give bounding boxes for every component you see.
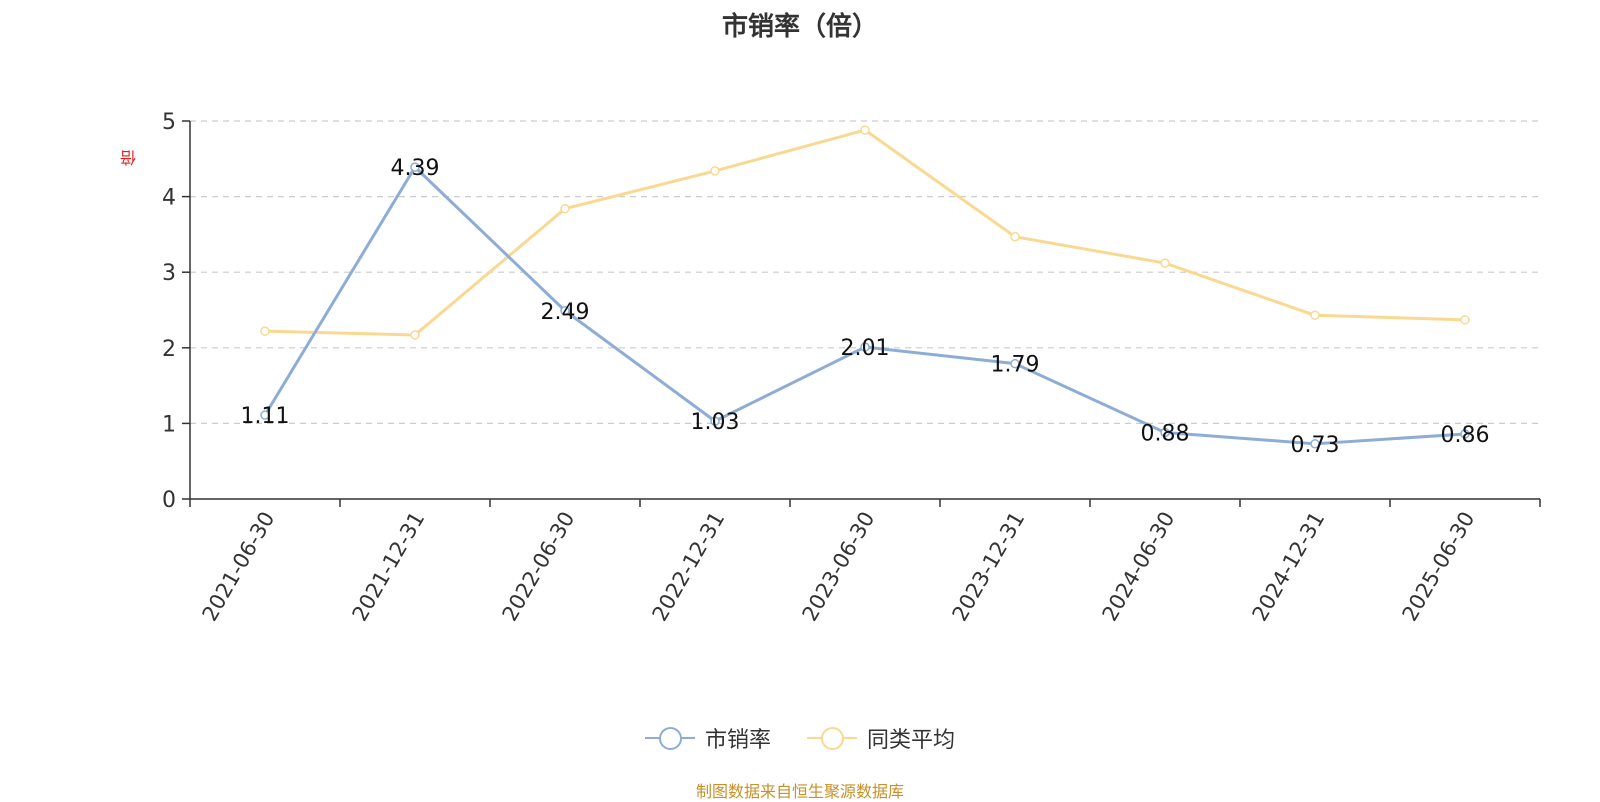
y-tick-label: 2 (162, 337, 176, 362)
data-label: 1.11 (241, 404, 290, 429)
x-tick-label: 2024-06-30 (1098, 508, 1180, 626)
data-label: 0.88 (1141, 421, 1190, 446)
y-tick-label: 1 (162, 412, 176, 437)
data-point-series-2 (1010, 231, 1020, 242)
data-source-note: 制图数据来自恒生聚源数据库 (695, 782, 904, 801)
data-point-series-1 (560, 306, 570, 316)
data-label: 0.73 (1291, 433, 1340, 458)
legend-marker-series-1 (644, 725, 695, 751)
data-point-series-1 (710, 416, 720, 426)
data-point-series-2 (410, 330, 420, 340)
x-tick-label: 2023-06-30 (798, 508, 880, 626)
x-tick-label: 2022-06-30 (498, 508, 580, 626)
data-label: 1.03 (691, 410, 740, 435)
data-point-series-1 (1160, 427, 1170, 438)
x-tick-label: 2024-12-31 (1248, 508, 1330, 626)
y-tick-label: 4 (162, 186, 176, 211)
data-label: 0.86 (1441, 423, 1490, 448)
data-point-series-2 (860, 125, 870, 135)
x-tick-label: 2021-06-30 (198, 508, 280, 626)
y-tick-label: 3 (162, 261, 176, 286)
data-label: 4.39 (391, 156, 440, 181)
legend-item-series-1[interactable]: 市销率 (644, 722, 771, 754)
data-point-series-2 (1160, 258, 1170, 268)
chart-title: 市销率（倍） (721, 12, 878, 42)
data-point-series-1 (1460, 429, 1470, 439)
data-point-series-1 (1310, 439, 1320, 449)
chart-legend: 市销率 同类平均 (0, 722, 1600, 754)
data-point-series-2 (1460, 315, 1470, 325)
series-line-2 (264, 128, 1466, 337)
y-tick-label: 5 (162, 110, 176, 135)
data-point-series-2 (560, 203, 570, 214)
legend-label-series-2: 同类平均 (867, 728, 956, 753)
x-tick-label: 2023-12-31 (948, 508, 1030, 626)
data-point-series-2 (710, 166, 720, 176)
legend-label-series-1: 市销率 (704, 728, 771, 753)
data-label: 1.79 (991, 353, 1040, 378)
data-point-series-2 (1310, 310, 1320, 321)
legend-marker-series-2 (807, 725, 857, 751)
x-tick-label: 2021-12-31 (348, 508, 430, 626)
data-label: 2.01 (841, 336, 890, 361)
legend-item-series-2[interactable]: 同类平均 (807, 722, 955, 754)
data-point-series-1 (1010, 358, 1020, 369)
data-point-series-1 (410, 162, 420, 172)
data-point-series-1 (260, 410, 270, 420)
x-tick-label: 2022-12-31 (648, 508, 730, 626)
line-chart: 0 1 2 3 4 5 2021-06-30 2021-12-31 2022-06-30 2022… (162, 110, 1541, 626)
data-label: 2.49 (541, 300, 590, 325)
x-tick-label: 2025-06-30 (1398, 508, 1480, 626)
data-point-series-2 (260, 326, 270, 336)
data-point-series-1 (860, 342, 870, 352)
y-tick-label: 0 (162, 488, 176, 513)
